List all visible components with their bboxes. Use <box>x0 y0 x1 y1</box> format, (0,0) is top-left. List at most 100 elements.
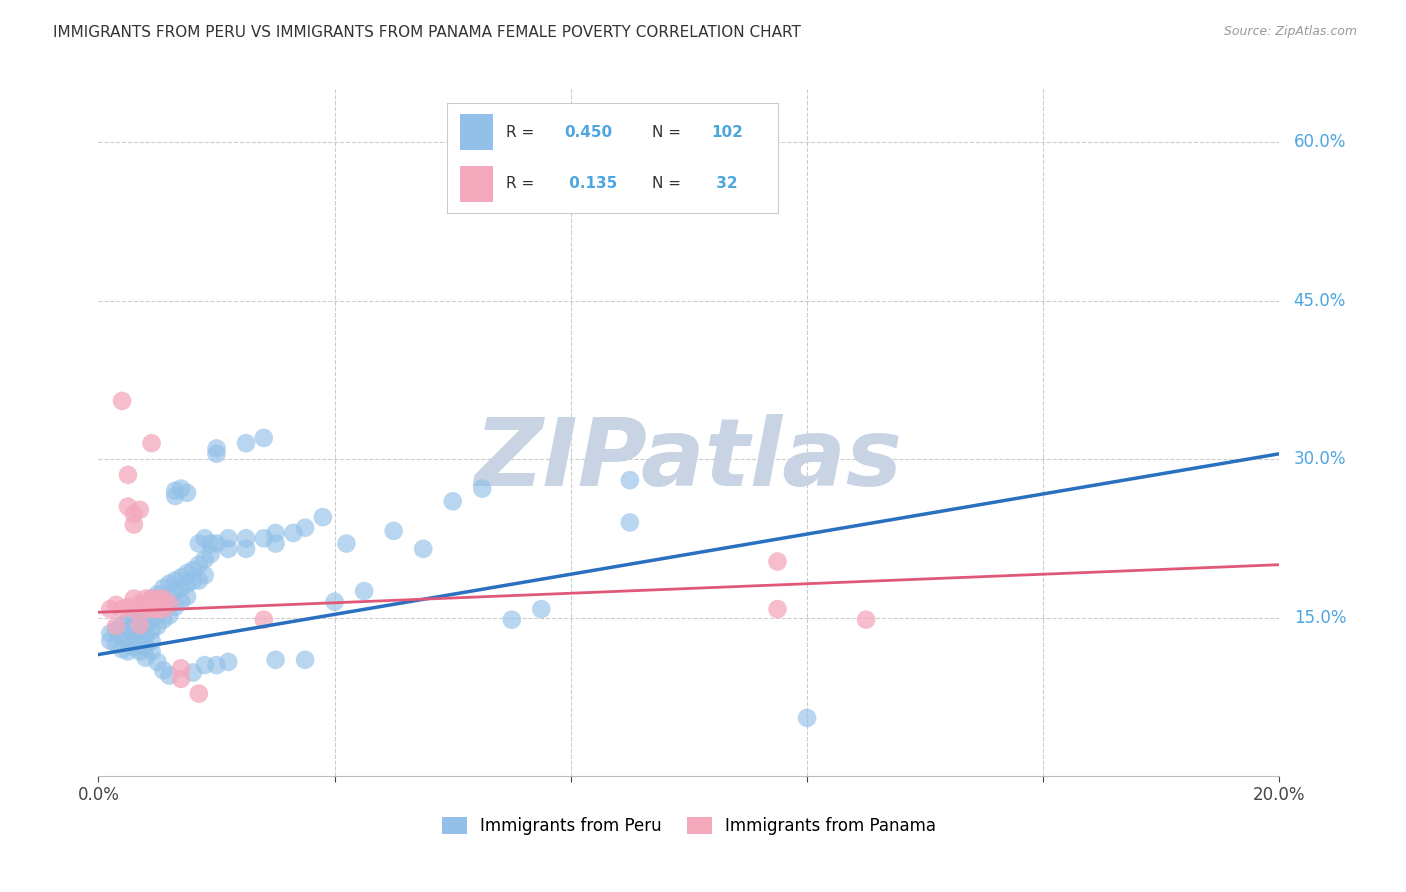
Point <box>471 482 494 496</box>
Point <box>152 581 174 595</box>
Point <box>117 467 139 482</box>
Point <box>170 482 193 496</box>
Point <box>205 658 228 673</box>
Point <box>412 541 434 556</box>
Point <box>796 711 818 725</box>
Point <box>181 563 204 577</box>
Point <box>135 640 157 654</box>
Point <box>146 598 169 612</box>
Point <box>146 591 169 606</box>
Point <box>135 598 157 612</box>
Point <box>146 602 169 616</box>
Point <box>294 521 316 535</box>
Point <box>181 665 204 680</box>
Point <box>441 494 464 508</box>
Point <box>176 486 198 500</box>
Point <box>170 661 193 675</box>
Point <box>122 507 145 521</box>
Point <box>135 591 157 606</box>
Point <box>141 602 163 616</box>
Point <box>135 619 157 633</box>
Point <box>170 581 193 595</box>
Point <box>128 624 150 638</box>
Point <box>194 552 217 566</box>
Point <box>135 608 157 623</box>
Point <box>157 576 180 591</box>
Point <box>117 613 139 627</box>
Point <box>122 591 145 606</box>
Point <box>187 574 209 588</box>
Point <box>128 597 150 611</box>
Point <box>117 624 139 638</box>
Point <box>135 650 157 665</box>
Point <box>128 502 150 516</box>
Point <box>105 624 128 638</box>
Point <box>135 602 157 616</box>
Point <box>323 595 346 609</box>
Point <box>766 555 789 569</box>
Text: Source: ZipAtlas.com: Source: ZipAtlas.com <box>1223 25 1357 38</box>
Point <box>98 602 121 616</box>
Point <box>194 658 217 673</box>
Text: IMMIGRANTS FROM PERU VS IMMIGRANTS FROM PANAMA FEMALE POVERTY CORRELATION CHART: IMMIGRANTS FROM PERU VS IMMIGRANTS FROM … <box>53 25 801 40</box>
Point <box>264 653 287 667</box>
Point <box>146 619 169 633</box>
Point <box>205 536 228 550</box>
Point <box>157 598 180 612</box>
Point <box>283 526 305 541</box>
Point <box>141 591 163 606</box>
Point <box>165 599 187 614</box>
Point <box>141 591 163 606</box>
Point <box>135 630 157 644</box>
Point <box>157 597 180 611</box>
Point <box>382 524 405 538</box>
Point <box>141 613 163 627</box>
Point <box>253 613 276 627</box>
Point <box>619 473 641 487</box>
Point <box>176 590 198 604</box>
Point <box>217 541 239 556</box>
Point <box>141 624 163 638</box>
Point <box>501 613 523 627</box>
Point <box>122 619 145 633</box>
Point <box>128 633 150 648</box>
Point <box>122 602 145 616</box>
Point <box>253 431 276 445</box>
Point <box>111 618 134 632</box>
Point <box>157 587 180 601</box>
Point <box>176 576 198 591</box>
Point <box>152 591 174 606</box>
Point <box>170 672 193 686</box>
Point <box>165 483 187 498</box>
Point <box>111 393 134 408</box>
Point <box>855 613 877 627</box>
Point <box>128 644 150 658</box>
Point <box>152 664 174 678</box>
Text: 60.0%: 60.0% <box>1294 133 1346 151</box>
Point <box>152 591 174 606</box>
Point <box>152 602 174 616</box>
Point <box>530 602 553 616</box>
Point <box>128 602 150 616</box>
Point <box>217 655 239 669</box>
Point <box>200 536 222 550</box>
Point <box>170 570 193 584</box>
Text: 45.0%: 45.0% <box>1294 292 1346 310</box>
Point <box>157 668 180 682</box>
Point <box>194 568 217 582</box>
Point <box>122 517 145 532</box>
Point <box>117 599 139 614</box>
Point <box>619 516 641 530</box>
Point <box>205 442 228 456</box>
Point <box>187 687 209 701</box>
Text: 15.0%: 15.0% <box>1294 608 1346 626</box>
Point <box>117 644 139 658</box>
Point <box>353 584 375 599</box>
Point <box>170 595 193 609</box>
Point <box>128 613 150 627</box>
Point <box>98 633 121 648</box>
Point <box>181 574 204 588</box>
Point <box>117 500 139 514</box>
Point <box>235 541 257 556</box>
Text: ZIPatlas: ZIPatlas <box>475 414 903 506</box>
